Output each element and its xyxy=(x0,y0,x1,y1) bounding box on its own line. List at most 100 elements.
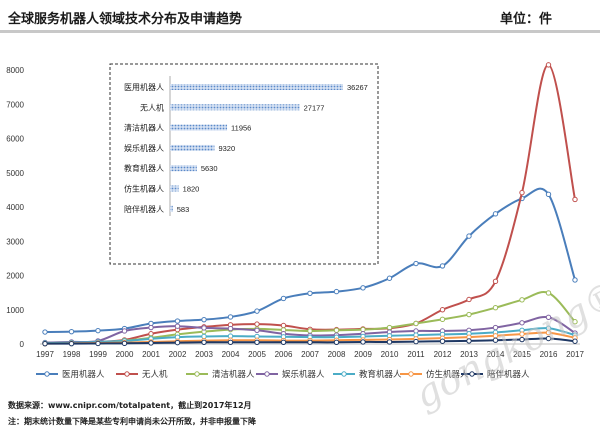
data-point-1 xyxy=(572,196,578,203)
inset-frame xyxy=(109,63,379,265)
source-note: 数据来源：www.cnipr.com/totalpatent，截止到2017年1… xyxy=(8,401,252,410)
y-tick-label: 1000 xyxy=(6,306,24,315)
inset-value-label: 1820 xyxy=(183,185,200,194)
data-point-0 xyxy=(545,191,552,198)
data-point-2 xyxy=(386,324,393,331)
data-point-3 xyxy=(121,328,128,334)
x-tick-label: 2005 xyxy=(248,350,266,359)
y-tick-label: 6000 xyxy=(6,135,24,144)
data-point-1 xyxy=(254,321,260,327)
x-tick-label: 2004 xyxy=(222,350,240,359)
data-point-6 xyxy=(280,339,287,345)
data-point-0 xyxy=(466,233,472,239)
data-point-0 xyxy=(572,277,578,283)
inset-category-label: 陪伴机器人 xyxy=(124,204,164,214)
data-point-6 xyxy=(466,338,472,344)
inset-bar xyxy=(170,205,173,212)
inset-category-label: 教育机器人 xyxy=(124,163,164,173)
footnote: 注：期末统计数量下降是某些专利申请尚未公开所致，并非申报量下降 xyxy=(8,417,256,426)
header-divider xyxy=(0,30,600,33)
inset-category-label: 清洁机器人 xyxy=(124,123,164,133)
data-point-5 xyxy=(545,329,552,336)
data-point-2 xyxy=(439,316,446,323)
inset-category-label: 仿生机器人 xyxy=(124,184,164,194)
inset-value-label: 27177 xyxy=(304,103,325,112)
data-point-0 xyxy=(386,275,393,281)
x-tick-label: 2012 xyxy=(434,350,452,359)
x-tick-label: 1999 xyxy=(89,350,107,359)
data-point-6 xyxy=(121,340,128,347)
x-tick-label: 2017 xyxy=(566,350,584,359)
data-point-5 xyxy=(519,331,525,337)
x-tick-label: 2009 xyxy=(354,350,372,359)
data-point-0 xyxy=(68,328,75,335)
data-point-6 xyxy=(174,339,181,346)
data-point-1 xyxy=(466,296,472,303)
x-tick-label: 1997 xyxy=(36,350,54,359)
unit-label: 单位：件 xyxy=(500,12,553,27)
x-tick-label: 2006 xyxy=(275,350,293,359)
legend-marker xyxy=(408,371,414,377)
data-point-6 xyxy=(254,339,260,345)
data-point-2 xyxy=(307,328,313,334)
data-point-1 xyxy=(545,62,552,68)
data-point-1 xyxy=(280,322,287,329)
inset-category-label: 无人机 xyxy=(140,102,164,112)
y-tick-label: 5000 xyxy=(6,169,24,178)
data-point-3 xyxy=(254,327,260,333)
legend-entry: 仿生机器人 xyxy=(426,369,469,380)
page-title: 全球服务机器人领域技术分布及申请趋势 xyxy=(8,12,243,27)
data-point-6 xyxy=(413,338,419,345)
inset-bar xyxy=(170,165,197,172)
data-point-6 xyxy=(68,340,75,347)
data-point-1 xyxy=(519,189,525,196)
y-tick-label: 3000 xyxy=(6,237,24,246)
legend-entry: 无人机 xyxy=(142,369,168,380)
x-tick-label: 2003 xyxy=(195,350,213,359)
data-point-0 xyxy=(201,316,207,323)
data-point-3 xyxy=(545,314,552,320)
data-point-0 xyxy=(307,290,313,297)
data-point-3 xyxy=(227,325,234,332)
x-tick-label: 2015 xyxy=(513,350,531,359)
inset-value-label: 11956 xyxy=(231,124,251,133)
inset-bar xyxy=(170,84,343,90)
data-point-3 xyxy=(201,325,207,331)
inset-category-label: 医用机器人 xyxy=(124,82,164,92)
header-bar: 全球服务机器人领域技术分布及申请趋势 单位：件 xyxy=(0,0,600,34)
data-point-6 xyxy=(148,340,154,346)
data-point-6 xyxy=(386,339,393,345)
data-point-6 xyxy=(227,339,234,345)
inset-bar xyxy=(170,124,228,131)
data-point-2 xyxy=(466,311,472,318)
legend-marker xyxy=(194,371,200,377)
data-point-0 xyxy=(492,211,499,217)
y-tick-label: 7000 xyxy=(6,100,24,109)
legend-entry: 医用机器人 xyxy=(62,369,105,380)
legend-marker xyxy=(469,371,475,377)
data-point-0 xyxy=(254,308,260,314)
data-point-3 xyxy=(519,320,525,326)
data-point-2 xyxy=(519,297,525,303)
y-tick-label: 2000 xyxy=(6,272,24,281)
data-point-6 xyxy=(492,337,499,343)
x-tick-label: 2010 xyxy=(381,350,399,359)
series-line-1 xyxy=(44,63,576,344)
inset-bar xyxy=(170,104,300,111)
data-point-0 xyxy=(42,329,48,335)
data-point-6 xyxy=(360,339,366,345)
data-point-6 xyxy=(42,340,48,347)
data-point-0 xyxy=(95,327,101,334)
y-tick-label: 8000 xyxy=(6,66,24,75)
x-tick-label: 2008 xyxy=(328,350,346,359)
data-point-6 xyxy=(333,339,340,345)
data-point-1 xyxy=(439,307,446,313)
data-point-6 xyxy=(572,338,578,344)
legend-entry: 教育机器人 xyxy=(359,369,402,380)
data-point-2 xyxy=(572,319,578,325)
y-tick-label: 0 xyxy=(20,340,25,349)
inset-bar xyxy=(170,185,179,192)
data-point-6 xyxy=(95,340,101,347)
legend-entry: 陪伴机器人 xyxy=(487,369,530,380)
data-point-3 xyxy=(148,324,154,331)
